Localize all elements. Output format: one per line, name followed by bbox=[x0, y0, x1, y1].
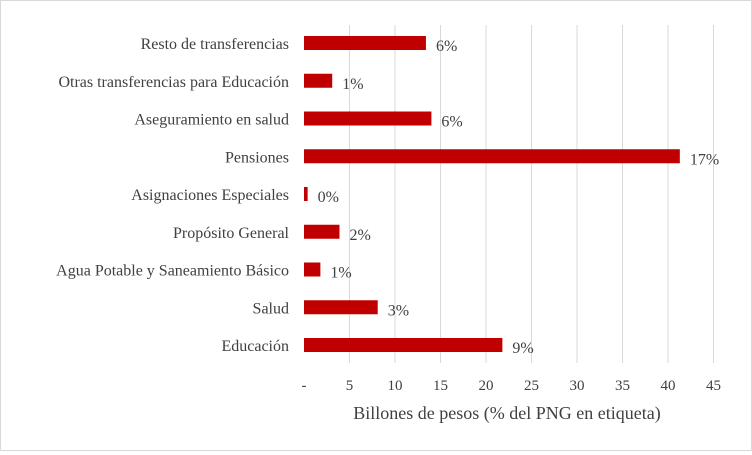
data-label: 1% bbox=[342, 76, 363, 93]
category-label: Resto de transferencias bbox=[141, 36, 289, 53]
data-label: 6% bbox=[441, 114, 462, 131]
x-axis-title: Billones de pesos (% del PNG en etiqueta… bbox=[353, 403, 660, 424]
bar bbox=[304, 262, 321, 277]
x-tick-label: 15 bbox=[433, 378, 448, 394]
x-tick-label: 35 bbox=[615, 378, 630, 394]
category-label: Propósito General bbox=[173, 225, 290, 242]
category-label: Educación bbox=[221, 338, 289, 355]
category-label: Otras transferencias para Educación bbox=[58, 74, 289, 91]
bar bbox=[304, 36, 426, 50]
x-tick-label: 10 bbox=[388, 378, 403, 394]
x-tick-label: 40 bbox=[661, 378, 676, 394]
bar bbox=[304, 111, 432, 126]
category-label: Asignaciones Especiales bbox=[131, 187, 289, 204]
x-tick-label: 5 bbox=[346, 378, 354, 394]
data-label: 9% bbox=[512, 340, 533, 357]
data-label: 2% bbox=[349, 227, 370, 244]
x-tick-label: 25 bbox=[524, 378, 539, 394]
data-labels: 6% 1% 6% 17% 0% 2% 1% 3% 9% bbox=[318, 38, 720, 357]
x-tick-labels: - 5 10 15 20 25 30 35 40 45 bbox=[302, 378, 722, 394]
bar bbox=[304, 338, 503, 352]
gridlines bbox=[349, 25, 714, 363]
category-label: Salud bbox=[253, 300, 289, 317]
x-tick-label: - bbox=[302, 378, 307, 394]
data-label: 3% bbox=[388, 302, 409, 319]
data-label: 17% bbox=[690, 151, 719, 168]
x-tick-label: 20 bbox=[479, 378, 494, 394]
category-label: Pensiones bbox=[225, 149, 289, 166]
bar bbox=[304, 73, 333, 88]
data-label: 6% bbox=[436, 38, 457, 55]
bars bbox=[304, 36, 680, 352]
data-label: 0% bbox=[318, 189, 339, 206]
data-label: 1% bbox=[330, 265, 351, 282]
bar bbox=[304, 300, 378, 315]
x-tick-label: 30 bbox=[570, 378, 585, 394]
bar bbox=[304, 187, 308, 201]
bar bbox=[304, 149, 680, 164]
category-labels: Resto de transferencias Otras transferenc… bbox=[56, 36, 289, 355]
x-tick-label: 45 bbox=[706, 378, 721, 394]
category-label: Agua Potable y Saneamiento Básico bbox=[56, 263, 289, 280]
category-label: Aseguramiento en salud bbox=[134, 112, 289, 129]
bar bbox=[304, 224, 340, 239]
